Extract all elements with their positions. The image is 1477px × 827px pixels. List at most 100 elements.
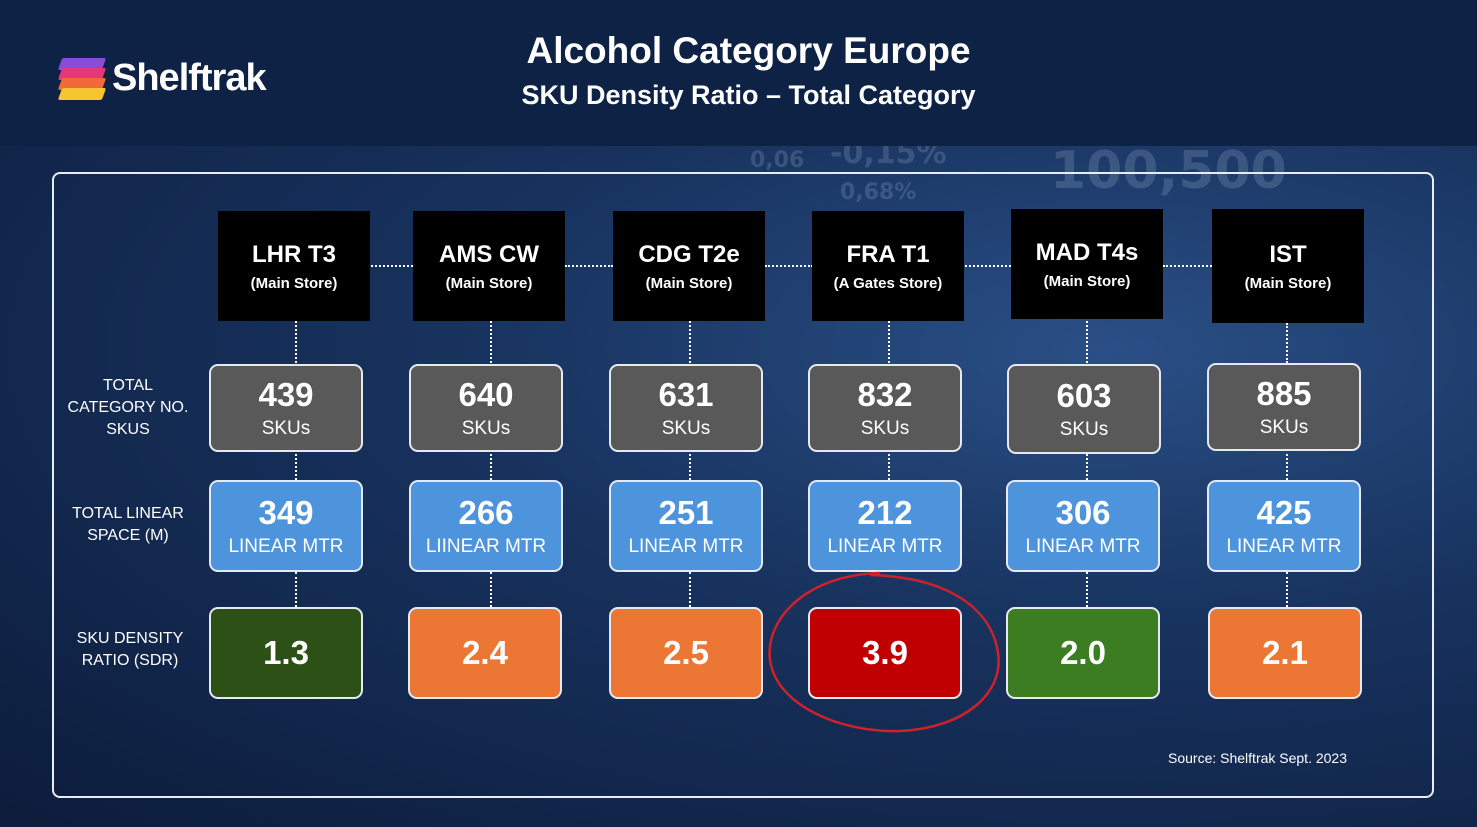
sdr-ams: 2.4 [408,607,562,699]
connector-line [1086,572,1088,607]
linear-space-fra: 212 LINEAR MTR [808,480,962,572]
sdr-mad: 2.0 [1006,607,1160,699]
sku-value: 631 [658,376,714,413]
bg-number: 0,06 [750,148,805,173]
sku-unit: SKUs [860,418,910,439]
linear-value: 212 [857,494,913,531]
sku-value: 885 [1256,375,1312,412]
connector-line [965,265,1011,267]
header-bar [0,0,1477,146]
row-label-linear: TOTAL LINEAR SPACE (M) [72,505,184,544]
connector-line [490,572,492,607]
linear-value: 266 [458,494,514,531]
sku-value: 832 [857,376,913,413]
sku-count-mad: 603 SKUs [1007,364,1161,454]
highlight-circle [768,571,1000,733]
connector-line [295,454,297,480]
store-type: (Main Store) [445,274,533,292]
store-header-cdg: CDG T2e (Main Store) [613,211,765,321]
sdr-value: 3.9 [862,634,908,671]
logo-text: Shelftrak [112,56,267,99]
connector-line [565,265,613,267]
linear-space-mad: 306 LINEAR MTR [1006,480,1160,572]
store-code: IST [1269,240,1307,268]
sku-count-ist: 885 SKUs [1207,363,1361,451]
connector-line [689,572,691,607]
page-subtitle: SKU Density Ratio – Total Category [521,80,976,110]
sku-value: 439 [258,376,314,413]
store-type: (Main Store) [1244,274,1332,292]
row-label-skus: TOTAL CATEGORY NO. SKUS [67,377,189,438]
sdr-lhr: 1.3 [209,607,363,699]
sdr-value: 2.4 [462,634,508,671]
store-type: (Main Store) [250,274,338,292]
linear-space-cdg: 251 LINEAR MTR [609,480,763,572]
page-title: Alcohol Category Europe [526,30,971,71]
connector-line [1086,321,1088,363]
sku-value: 603 [1056,377,1112,414]
source-note: Source: Shelftrak Sept. 2023 [1168,750,1347,766]
sku-count-cdg: 631 SKUs [609,364,763,452]
connector-line [1086,454,1088,480]
connector-line [1286,323,1288,363]
connector-line [765,265,813,267]
sdr-value: 2.0 [1060,634,1106,671]
connector-line [371,265,413,267]
sdr-fra: 3.9 [808,607,962,699]
bg-number: 0,68% [840,180,917,205]
store-header-ams: AMS CW (Main Store) [413,211,565,321]
connector-line [490,454,492,480]
connector-line [888,454,890,480]
sdr-value: 1.3 [263,634,309,671]
connector-line [888,321,890,363]
store-code: LHR T3 [252,240,336,268]
sku-unit: SKUs [661,418,711,439]
store-header-mad: MAD T4s (Main Store) [1011,209,1163,319]
linear-unit: LINEAR MTR [827,536,943,557]
sdr-cdg: 2.5 [609,607,763,699]
linear-value: 306 [1055,494,1111,531]
sku-unit: SKUs [461,418,511,439]
content-frame [52,172,1434,798]
linear-space-ist: 425 LINEAR MTR [1207,480,1361,572]
linear-value: 425 [1256,494,1312,531]
store-code: AMS CW [439,240,539,268]
linear-value: 349 [258,494,314,531]
linear-space-lhr: 349 LINEAR MTR [209,480,363,572]
sku-count-lhr: 439 SKUs [209,364,363,452]
connector-line [1286,572,1288,607]
connector-line [490,321,492,363]
connector-line [1286,454,1288,480]
connector-line [295,572,297,607]
connector-line [1163,265,1212,267]
store-type: (Main Store) [645,274,733,292]
linear-unit: LINEAR MTR [1025,536,1141,557]
row-label-sdr: SKU DENSITY RATIO (SDR) [76,630,184,669]
sdr-value: 2.1 [1262,634,1308,671]
sku-unit: SKUs [261,418,311,439]
store-header-ist: IST (Main Store) [1212,209,1364,323]
linear-unit: LIINEAR MTR [425,536,547,557]
store-code: CDG T2e [638,240,740,268]
sku-value: 640 [458,376,514,413]
linear-unit: LINEAR MTR [1226,536,1342,557]
sku-unit: SKUs [1259,417,1309,438]
store-type: (A Gates Store) [833,274,943,292]
sku-count-fra: 832 SKUs [808,364,962,452]
shelftrak-logo: Shelftrak [57,56,267,100]
store-header-fra: FRA T1 (A Gates Store) [812,211,964,321]
linear-value: 251 [658,494,714,531]
store-code: FRA T1 [846,240,930,268]
linear-unit: LINEAR MTR [628,536,744,557]
connector-line [295,321,297,363]
linear-unit: LINEAR MTR [228,536,344,557]
connector-line [689,321,691,363]
linear-space-ams: 266 LIINEAR MTR [409,480,563,572]
sdr-ist: 2.1 [1208,607,1362,699]
sku-count-ams: 640 SKUs [409,364,563,452]
sku-unit: SKUs [1059,419,1109,440]
store-type: (Main Store) [1043,272,1131,290]
bg-number: -0,15% [830,146,947,171]
connector-line [689,454,691,480]
store-code: MAD T4s [1035,238,1139,266]
